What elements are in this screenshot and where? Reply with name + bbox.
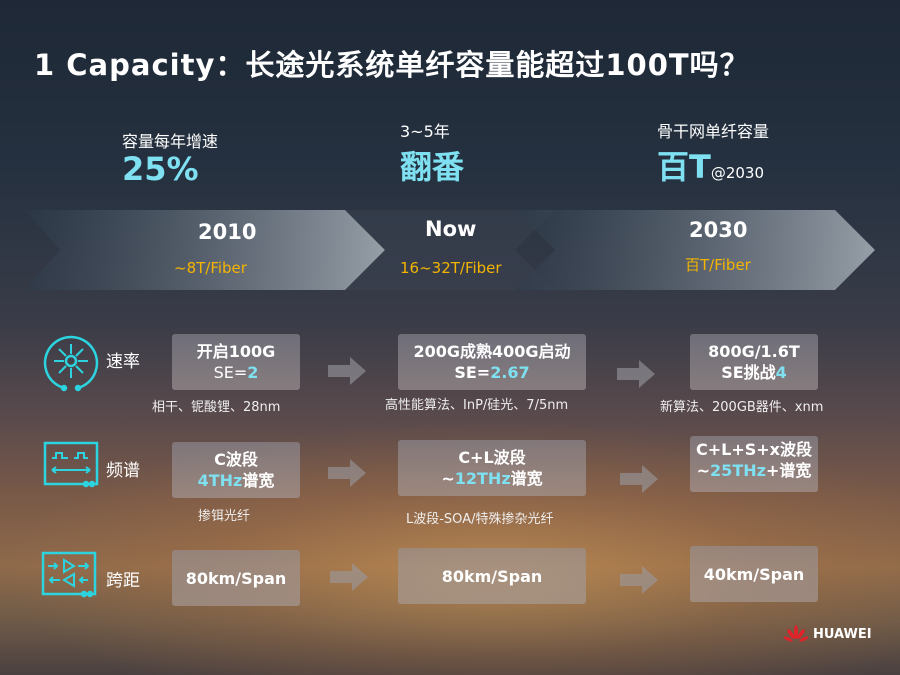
rate-2010-note: 相干、铌酸锂、28nm [152, 400, 281, 415]
box-prefix: SE= [213, 363, 248, 382]
chevron-now [345, 210, 555, 290]
box-line1: 200G成熟400G启动 [413, 342, 571, 361]
timeline-capacity-2030: 百T/Fiber [685, 256, 751, 274]
laser-burst-icon [43, 335, 99, 392]
box-value: 4THz [197, 471, 243, 490]
arrow-right-icon [617, 360, 655, 388]
stat-capacity: 百T@2030 [657, 142, 764, 188]
arrow-right-icon [328, 459, 366, 487]
rate-2010-box: 开启100G SE=2 [172, 334, 300, 390]
amplifier-icon [41, 551, 97, 598]
rate-2030-note: 新算法、200GB器件、xnm [660, 400, 824, 415]
span-2010-box: 80km/Span [172, 550, 300, 606]
spectrum-2010-box: C波段 4THz谱宽 [172, 442, 300, 498]
box-prefix: SE挑战 [721, 363, 776, 382]
spectrum-2030-box: C+L+S+x波段 ~25THz+谱宽 [690, 436, 818, 492]
slide-title: 1 Capacity：长途光系统单纤容量能超过100T吗？ [34, 48, 750, 82]
spectrum-icon [43, 441, 99, 488]
arrow-right-icon [620, 566, 658, 594]
box-value: 4 [775, 363, 787, 382]
stat-value-growth: 25% [122, 150, 199, 188]
stat-value-capacity: 百T [657, 148, 711, 186]
timeline-capacity-2010: ~8T/Fiber [174, 259, 247, 277]
arrow-right-icon [328, 357, 366, 385]
box-line1: C+L波段 [458, 448, 526, 467]
box-value: 12THz [454, 469, 511, 488]
chevron-2010 [25, 210, 385, 290]
timeline-year-now: Now [425, 217, 477, 241]
box-prefix: ~ [696, 461, 711, 480]
span-2030-box: 40km/Span [690, 546, 818, 602]
stat-label-period: 3~5年 [400, 122, 450, 141]
box-value: 2.67 [490, 363, 530, 382]
timeline-band [25, 210, 875, 290]
row-label-spectrum: 频谱 [106, 461, 140, 481]
box-line1: 80km/Span [441, 566, 543, 586]
box-line1: 40km/Span [703, 564, 805, 584]
stat-suffix-capacity: @2030 [710, 164, 765, 182]
span-now-box: 80km/Span [398, 548, 586, 604]
box-line1: 800G/1.6T [708, 342, 800, 361]
rate-now-box: 200G成熟400G启动 SE=2.67 [398, 334, 586, 390]
box-prefix: SE= [454, 363, 491, 382]
timeline-year-2030: 2030 [689, 218, 748, 242]
timeline-capacity-now: 16~32T/Fiber [400, 259, 502, 277]
box-line1: C波段 [214, 450, 258, 469]
huawei-logo: HUAWEI [784, 624, 872, 644]
spectrum-2010-note: 掺铒光纤 [198, 509, 251, 524]
row-label-rate: 速率 [106, 352, 140, 372]
stat-label-capacity: 骨干网单纤容量 [657, 122, 770, 141]
box-suffix: +谱宽 [765, 461, 812, 480]
box-suffix: 谱宽 [510, 469, 543, 488]
row-label-span: 跨距 [106, 571, 140, 591]
huawei-petal-icon [784, 625, 808, 642]
brand-name: HUAWEI [813, 626, 872, 642]
box-line1: 开启100G [196, 342, 276, 361]
arrow-right-icon [620, 465, 658, 493]
stat-value-period: 翻番 [400, 148, 465, 186]
stat-label-growth: 容量每年增速 [122, 132, 219, 151]
box-line1: C+L+S+x波段 [695, 440, 812, 459]
rate-now-note: 高性能算法、InP/硅光、7/5nm [385, 398, 569, 413]
box-value: 25THz [710, 461, 766, 480]
box-line1: 80km/Span [185, 568, 287, 588]
timeline-year-2010: 2010 [198, 220, 257, 244]
rate-2030-box: 800G/1.6T SE挑战4 [690, 334, 818, 390]
arrow-right-icon [330, 563, 368, 591]
box-prefix: ~ [441, 469, 455, 488]
box-value: 2 [247, 363, 259, 382]
chevron-2030 [515, 210, 875, 290]
spectrum-now-box: C+L波段 ~12THz谱宽 [398, 440, 586, 496]
box-suffix: 谱宽 [242, 471, 275, 490]
spectrum-now-note: L波段-SOA/特殊掺杂光纤 [406, 512, 554, 527]
